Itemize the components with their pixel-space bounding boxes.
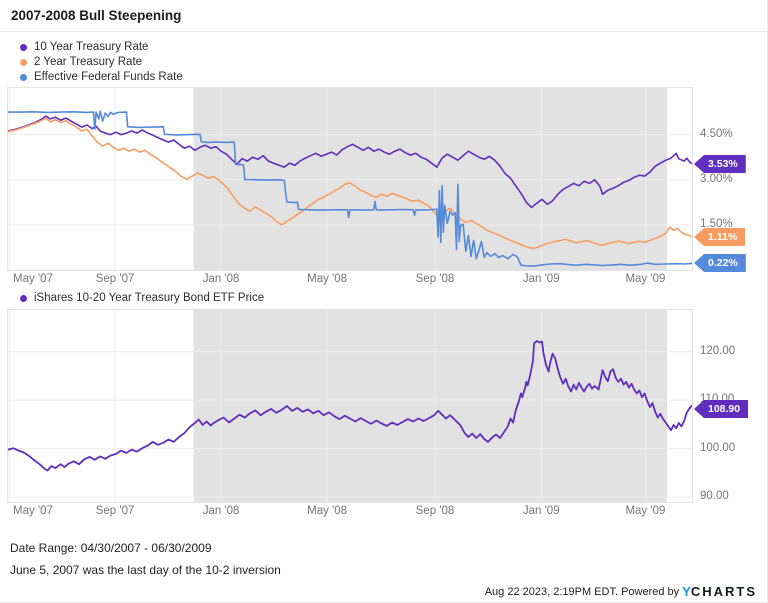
- recession-band: [193, 88, 668, 270]
- legend-label: Effective Federal Funds Rate: [34, 71, 183, 83]
- recession-band: [193, 310, 668, 502]
- treasury-rates-legend: 10 Year Treasury Rate 2 Year Treasury Rat…: [20, 40, 183, 85]
- value-tag-10-year-treasury-rate: 3.53%: [694, 155, 746, 173]
- legend-item-10-year-treasury-rate: 10 Year Treasury Rate: [20, 40, 183, 54]
- footer-timestamp: Aug 22 2023, 2:19PM EDT. Powered by: [484, 585, 680, 598]
- legend-dot-icon: [20, 294, 27, 302]
- x-tick-label: May '09: [625, 273, 666, 285]
- value-tag-2-year-treasury-rate: 1.11%: [694, 228, 746, 246]
- y-tick-label: 90.00: [700, 490, 729, 502]
- legend-item-effective-federal-funds-rate: Effective Federal Funds Rate: [20, 70, 183, 84]
- y-tick-label: 100.00: [700, 442, 736, 454]
- x-tick-label: Jan '08: [202, 273, 240, 285]
- value-tag-effective-federal-funds-rate: 0.22%: [694, 254, 746, 272]
- ycharts-logo-y: Y: [682, 584, 691, 599]
- x-tick-label: Sep '08: [415, 505, 455, 517]
- x-tick-label: May '08: [307, 505, 348, 517]
- x-tick-label: Jan '08: [202, 505, 240, 517]
- date-range-note: Date Range: 04/30/2007 - 06/30/2009: [10, 541, 212, 555]
- legend-dot-icon: [20, 43, 27, 51]
- legend-label: iShares 10-20 Year Treasury Bond ETF Pri…: [34, 292, 265, 304]
- etf-price-legend: iShares 10-20 Year Treasury Bond ETF Pri…: [20, 291, 264, 306]
- legend-item-ishares-10-20-year-treasury-bond-etf-price: iShares 10-20 Year Treasury Bond ETF Pri…: [20, 291, 264, 305]
- legend-item-2-year-treasury-rate: 2 Year Treasury Rate: [20, 55, 183, 69]
- legend-label: 10 Year Treasury Rate: [34, 41, 149, 53]
- title-divider: [0, 31, 767, 32]
- legend-dot-icon: [20, 73, 27, 81]
- x-tick-label: May '07: [13, 505, 53, 517]
- series-line-10-year-treasury-rate: [8, 115, 692, 209]
- x-tick-label: Sep '07: [95, 505, 135, 517]
- x-tick-label: May '07: [13, 273, 53, 285]
- legend-dot-icon: [20, 58, 27, 66]
- x-tick-label: Jan '09: [522, 505, 560, 517]
- inversion-note: June 5, 2007 was the last day of the 10-…: [10, 563, 281, 577]
- plot-canvas: [8, 88, 692, 270]
- etf-price-plot: [7, 309, 693, 503]
- y-tick-label: 1.50%: [700, 218, 733, 230]
- x-tick-label: May '09: [625, 505, 666, 517]
- x-tick-label: Sep '08: [415, 273, 455, 285]
- treasury-rates-plot: [7, 87, 693, 271]
- series-line-effective-federal-funds-rate: [8, 110, 692, 267]
- value-tag-ishares-10-20-year-treasury-bond-etf-price: 108.90: [694, 400, 749, 418]
- ycharts-logo-rest: CHARTS: [690, 584, 757, 599]
- legend-label: 2 Year Treasury Rate: [34, 56, 143, 68]
- x-tick-label: Jan '09: [522, 273, 560, 285]
- x-tick-label: Sep '07: [95, 273, 135, 285]
- series-line-2-year-treasury-rate: [8, 117, 692, 250]
- footer: Aug 22 2023, 2:19PM EDT. Powered by YCHA…: [485, 584, 757, 599]
- y-tick-label: 3.00%: [700, 173, 733, 185]
- plot-canvas: [8, 310, 692, 502]
- y-tick-label: 4.50%: [700, 128, 733, 140]
- page-title: 2007-2008 Bull Steepening: [11, 8, 182, 23]
- ycharts-logo: YCHARTS: [682, 584, 757, 599]
- x-tick-label: May '08: [307, 273, 348, 285]
- series-line-ishares-10-20-year-treasury-bond-etf-price: [8, 340, 692, 472]
- y-tick-label: 120.00: [700, 345, 736, 357]
